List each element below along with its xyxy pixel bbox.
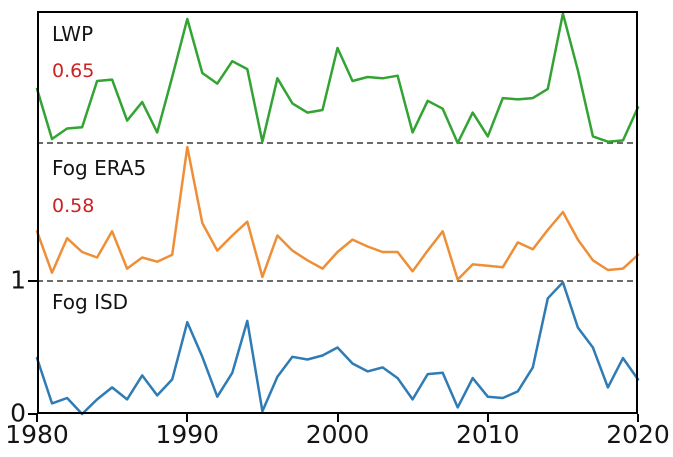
x-tick-mark-2000 (336, 414, 339, 422)
x-tick-mark-2010 (486, 414, 489, 422)
x-tick-label-2020: 2020 (606, 420, 670, 449)
y-tick-mark-1 (28, 280, 37, 282)
y-tick-label-0: 0 (10, 398, 26, 428)
x-tick-label-1980: 1980 (5, 420, 69, 449)
panel-label-fog-isd: Fog ISD (52, 290, 129, 314)
x-tick-label-2010: 2010 (455, 420, 520, 449)
correlation-value-fog-era5: 0.58 (52, 195, 95, 217)
chart-canvas (35, 11, 640, 416)
x-tick-mark-1990 (186, 414, 189, 422)
plot-frame (37, 11, 638, 414)
y-tick-mark-0 (28, 413, 37, 415)
correlation-value-lwp: 0.65 (52, 60, 95, 82)
panel-label-fog-era5: Fog ERA5 (52, 156, 147, 180)
series-line-lwp (35, 12, 640, 145)
panel-label-lwp: LWP (52, 22, 94, 46)
series-line-fog-era5 (35, 145, 640, 281)
x-tick-label-1990: 1990 (155, 420, 220, 449)
x-tick-mark-2020 (637, 414, 639, 422)
x-tick-label-2000: 2000 (305, 420, 370, 449)
series-line-fog-isd (35, 281, 640, 416)
x-tick-mark-1980 (36, 414, 38, 422)
plot-area: LWP 0.65 Fog ERA5 0.58 Fog ISD (35, 11, 640, 416)
y-tick-label-1: 1 (10, 265, 26, 295)
